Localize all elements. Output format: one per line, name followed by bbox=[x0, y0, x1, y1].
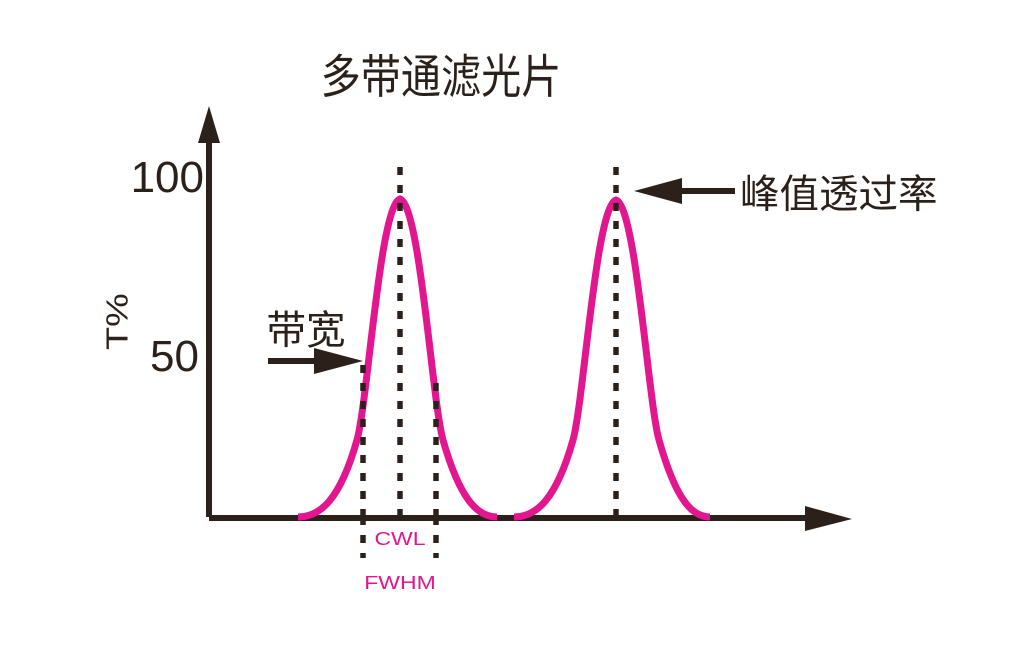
svg-text:峰值透过率: 峰值透过率 bbox=[740, 173, 938, 217]
svg-text:50: 50 bbox=[150, 332, 199, 381]
svg-text:带宽: 带宽 bbox=[267, 309, 346, 353]
svg-text:100: 100 bbox=[131, 153, 204, 202]
svg-text:CWL: CWL bbox=[374, 529, 425, 549]
svg-text:FWHM: FWHM bbox=[364, 573, 435, 593]
svg-text:T%: T% bbox=[101, 293, 135, 350]
svg-text:多带通滤光片: 多带通滤光片 bbox=[321, 52, 562, 104]
